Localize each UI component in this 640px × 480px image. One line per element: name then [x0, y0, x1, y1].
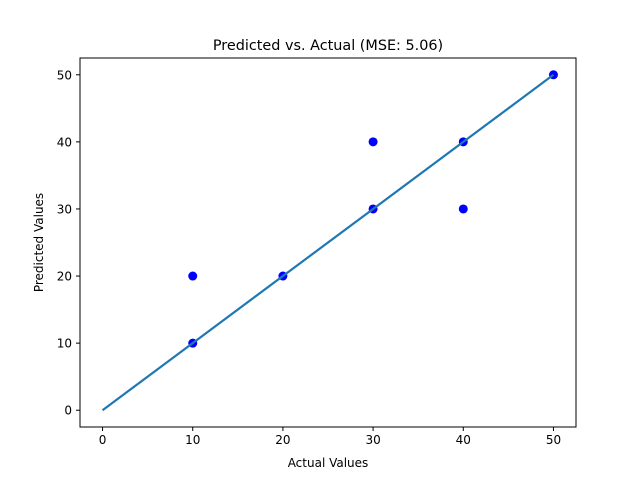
x-tick-label-3: 30: [365, 433, 380, 447]
x-tick-label-5: 50: [546, 433, 561, 447]
x-tick-label-4: 40: [456, 433, 471, 447]
x-axis-label: Actual Values: [288, 456, 369, 470]
x-axis: 0 10 20 30 40 50: [99, 427, 561, 447]
data-point-6: [458, 204, 468, 214]
data-point-1: [188, 271, 198, 281]
chart-title: Predicted vs. Actual (MSE: 5.06): [213, 38, 443, 54]
data-point-4: [368, 137, 378, 147]
y-tick-label-5: 50: [57, 68, 72, 82]
x-tick-label-0: 0: [99, 433, 107, 447]
x-tick-label-1: 10: [185, 433, 200, 447]
y-axis: 0 10 20 30 40 50: [57, 68, 80, 418]
y-tick-label-2: 20: [57, 270, 72, 284]
y-tick-label-3: 30: [57, 202, 72, 216]
y-axis-label: Predicted Values: [32, 193, 46, 292]
fit-line: [101, 73, 555, 412]
axes-frame: [79, 57, 577, 428]
y-tick-label-0: 0: [64, 404, 72, 418]
y-tick-label-4: 40: [57, 135, 72, 149]
plot-area: [101, 70, 558, 412]
y-tick-label-1: 10: [57, 337, 72, 351]
x-tick-label-2: 20: [275, 433, 290, 447]
